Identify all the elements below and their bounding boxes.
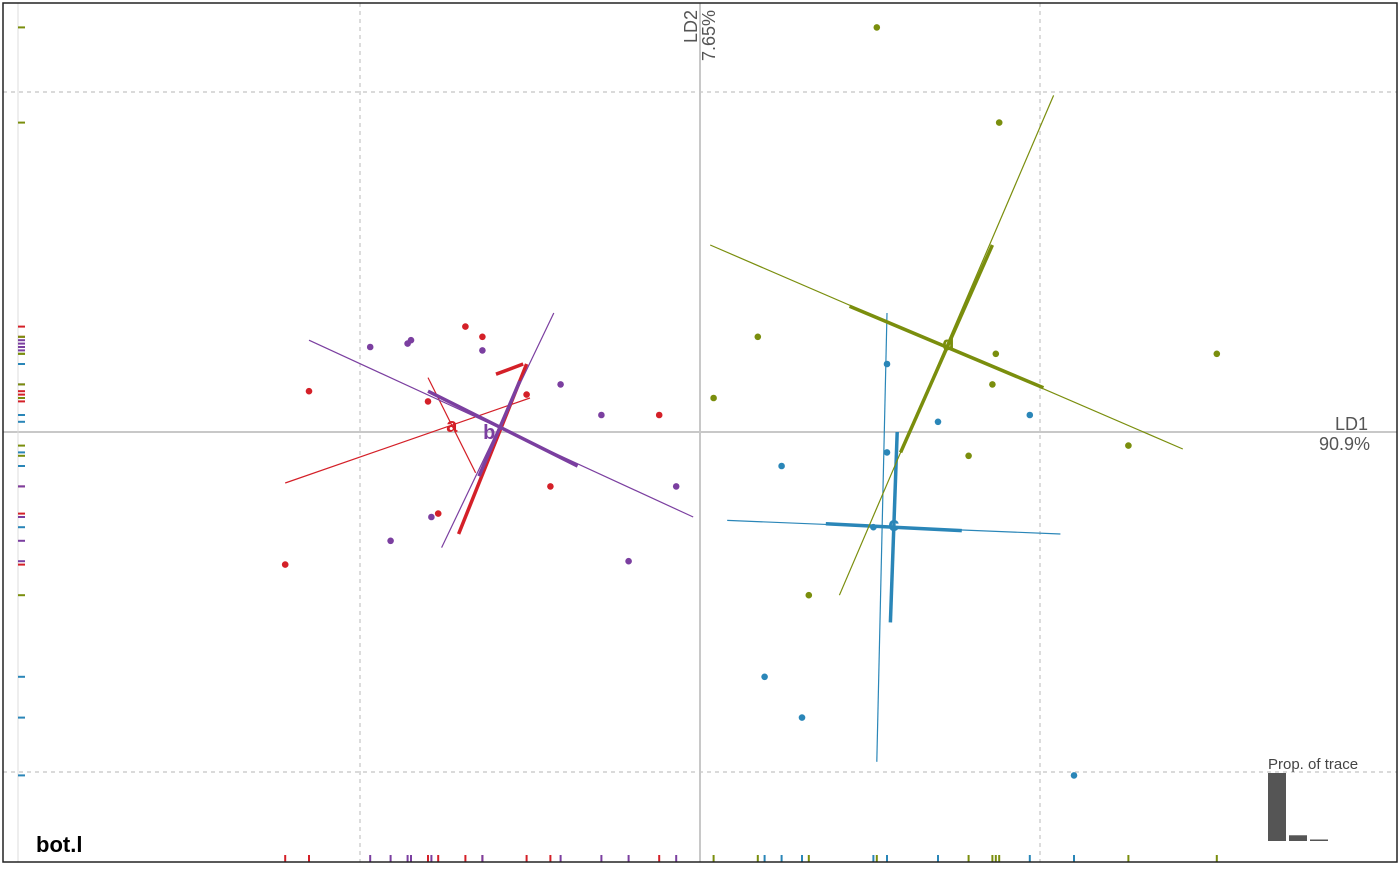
- trace-bar-2: [1289, 835, 1307, 841]
- group-labels: a b c d: [446, 334, 954, 536]
- point-a: [434, 510, 442, 517]
- ellipse-core-b-2: [477, 380, 522, 477]
- trace-bar-3: [1310, 839, 1328, 841]
- axis-lines: [3, 3, 1397, 862]
- point-d: [754, 333, 762, 341]
- group-label-d: d: [942, 334, 954, 356]
- group-ellipse-axes: [285, 95, 1184, 762]
- point-b: [366, 343, 374, 351]
- point-a: [547, 483, 554, 490]
- point-c: [934, 418, 942, 426]
- point-d: [992, 350, 1000, 358]
- point-c: [870, 523, 877, 531]
- ellipse-core-d-2: [848, 304, 1045, 390]
- point-b: [387, 537, 394, 545]
- point-d: [1125, 442, 1132, 449]
- y-axis-name: LD2: [681, 10, 701, 43]
- x-axis-label: LD1 90.9%: [1319, 414, 1370, 454]
- point-c: [778, 462, 785, 470]
- point-c: [761, 673, 768, 681]
- point-a: [305, 387, 313, 395]
- trace-bar-1: [1268, 773, 1286, 841]
- point-b: [625, 557, 632, 565]
- ellipse-axis-c-1: [876, 312, 888, 762]
- inset-title: Prop. of trace: [1268, 756, 1358, 773]
- group-label-c: c: [888, 514, 899, 536]
- x-axis-name: LD1: [1335, 414, 1368, 434]
- point-a: [479, 333, 486, 341]
- rug-ticks: [18, 26, 1218, 862]
- point-c: [798, 714, 806, 721]
- point-c: [883, 449, 891, 456]
- point-d: [873, 24, 881, 31]
- ellipse-core-b-1: [427, 389, 579, 468]
- point-a: [462, 323, 469, 330]
- point-a: [281, 561, 289, 568]
- ellipse-core-a-1: [495, 362, 524, 376]
- point-d: [989, 381, 996, 388]
- y-axis-label: LD2 7.65%: [681, 10, 719, 61]
- point-b: [428, 513, 435, 521]
- group-label-b: b: [483, 422, 495, 444]
- y-axis-percent: 7.65%: [699, 10, 719, 61]
- chart-title: bot.l: [36, 832, 82, 857]
- point-a: [523, 391, 530, 398]
- ellipse-axis-a-1: [285, 397, 531, 484]
- point-a: [424, 398, 432, 405]
- point-d: [995, 119, 1003, 126]
- point-b: [672, 483, 680, 490]
- point-b: [598, 411, 605, 419]
- point-b: [407, 336, 415, 344]
- x-axis-percent: 90.9%: [1319, 434, 1370, 454]
- point-c: [1026, 411, 1034, 419]
- point-d: [805, 591, 813, 599]
- ellipse-core-c-2: [825, 522, 962, 533]
- data-points: [281, 24, 1221, 779]
- point-d: [710, 394, 717, 402]
- point-b: [557, 381, 564, 388]
- point-b: [479, 347, 486, 354]
- point-c: [883, 360, 891, 368]
- point-d: [965, 452, 972, 460]
- point-a: [655, 411, 663, 419]
- group-label-a: a: [446, 415, 458, 437]
- trace-inset: Prop. of trace: [1268, 756, 1358, 841]
- point-d: [1213, 350, 1221, 358]
- point-c: [1070, 772, 1078, 779]
